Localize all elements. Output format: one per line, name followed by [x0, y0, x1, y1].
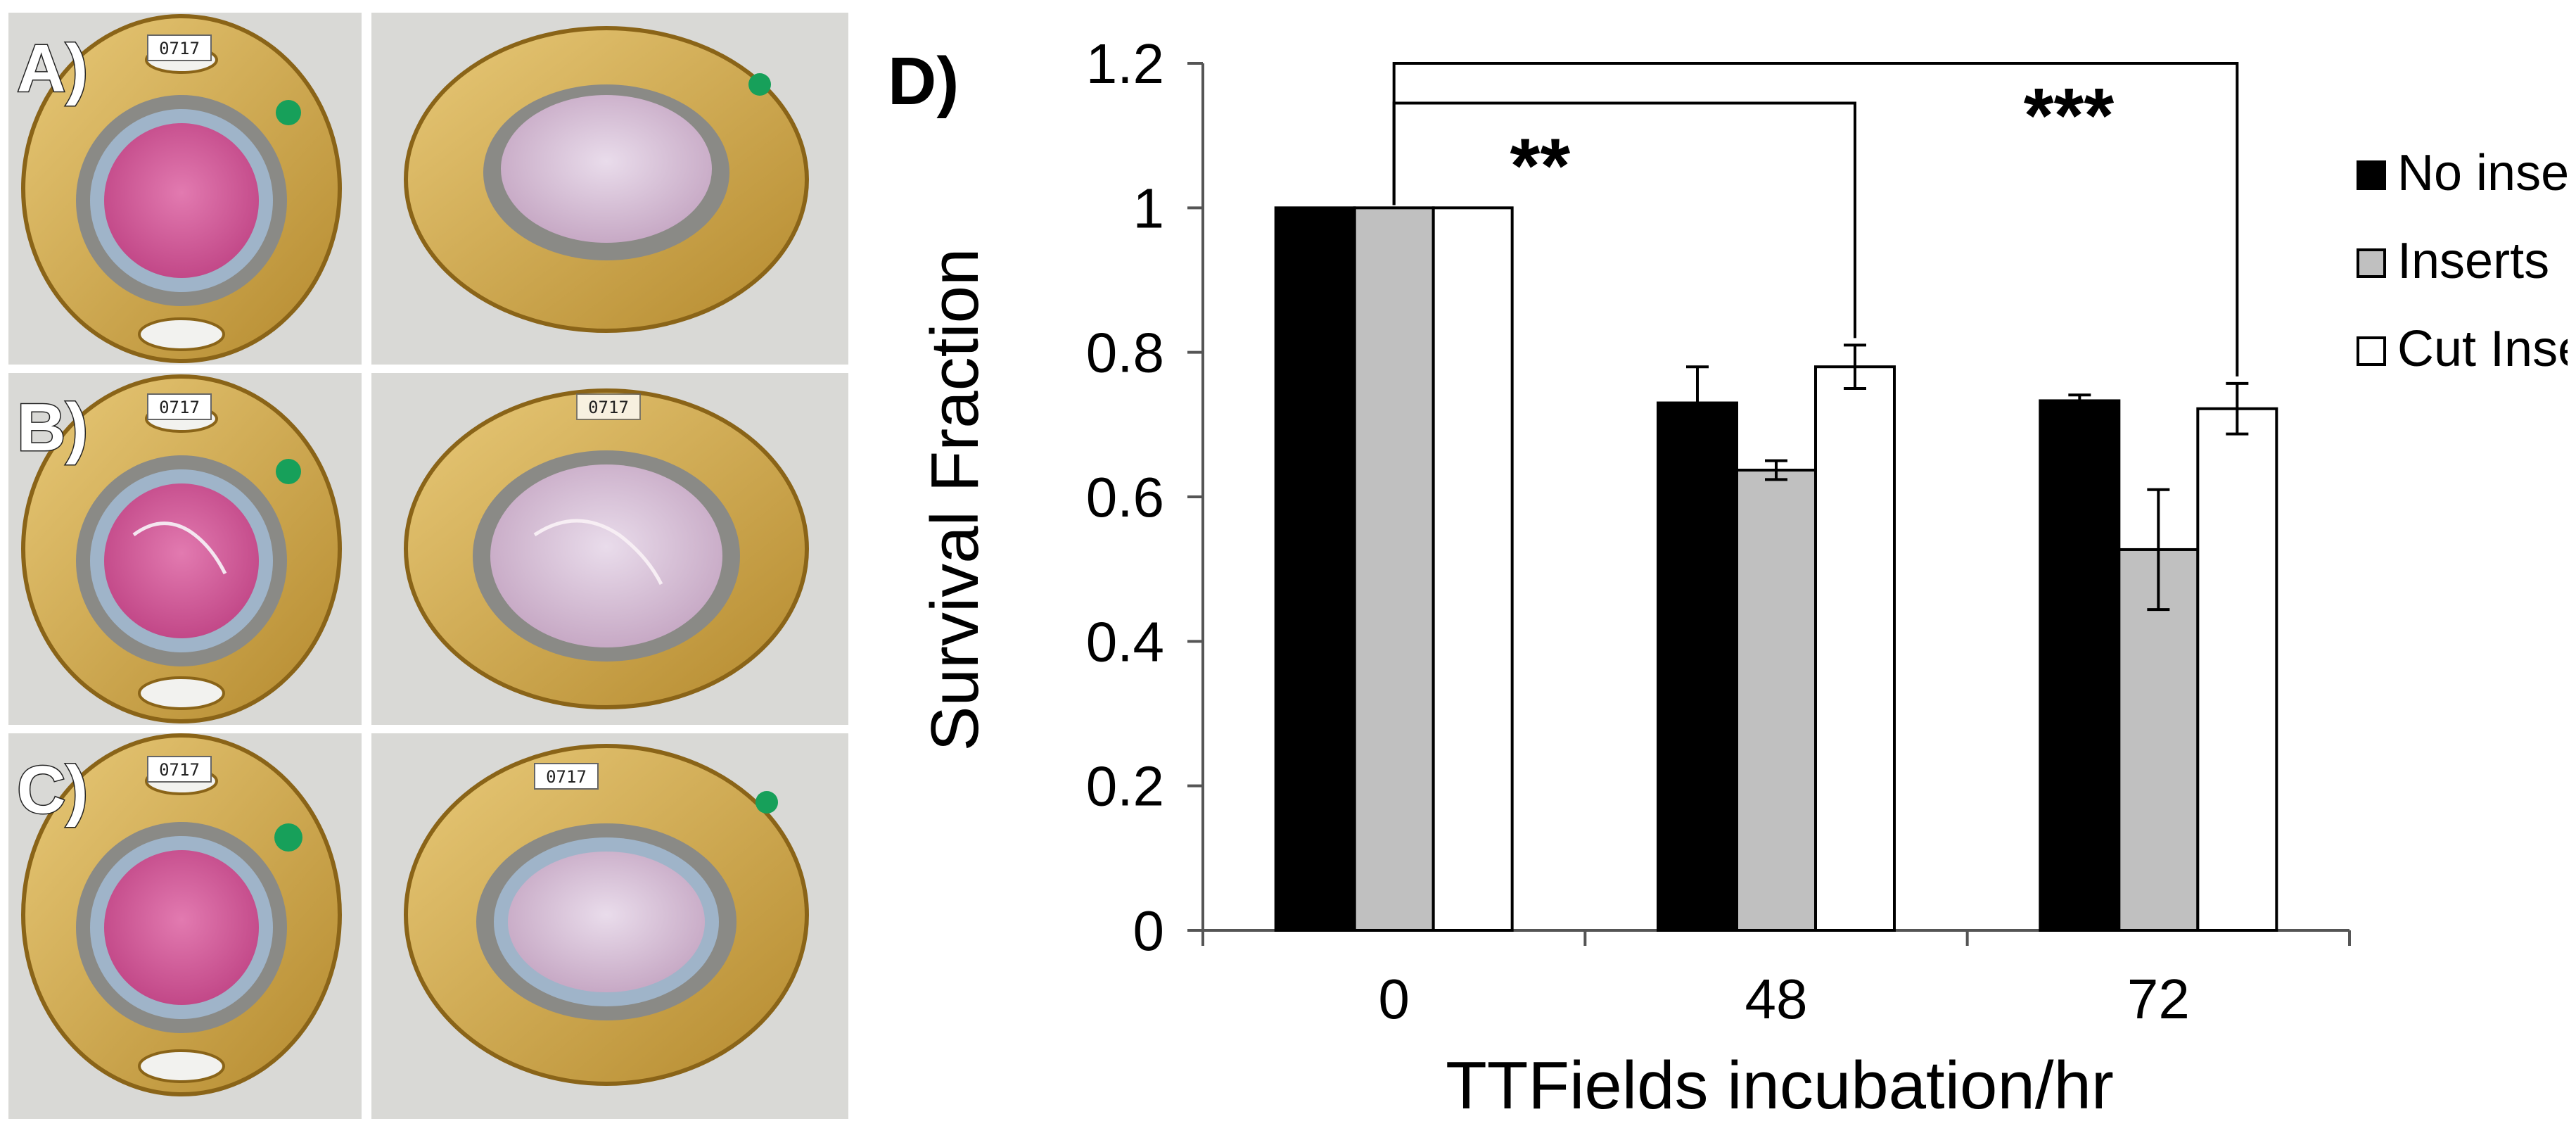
bar-inserts-48: [1735, 469, 1817, 932]
panel-label-b: B): [17, 390, 88, 465]
photo-row-a: 0717 A): [8, 13, 848, 365]
significance-brackets: *****: [1392, 62, 2239, 377]
bars: [1274, 206, 2278, 932]
photo-a-tag: 0717: [159, 39, 200, 58]
y-tick-label: 0.2: [1086, 755, 1164, 818]
green-dot-icon: [276, 100, 301, 125]
y-tick-label: 1.2: [1086, 32, 1164, 95]
y-tick-label: 0.6: [1086, 466, 1164, 529]
x-tick-label: 0: [1378, 968, 1410, 1030]
photo-c-right-tag: 0717: [546, 767, 587, 787]
y-tick-label: 0.4: [1086, 610, 1164, 673]
x-axis: 0 48 72: [1201, 929, 2351, 1030]
bar-chart: D) 00.20.40.60.811.2 0 48 72 ***** No inse…: [888, 32, 2568, 1123]
bar-cut-inserts-48: [1814, 365, 1896, 932]
panel-label-a: A): [17, 31, 88, 106]
legend-swatch-inserts: [2357, 248, 2386, 278]
bar-no-inserts-0: [1274, 206, 1356, 932]
significance-label: ***: [2024, 72, 2115, 159]
bar-inserts-0: [1353, 206, 1435, 932]
photo-row-b: 0717 0717 B): [8, 373, 848, 725]
photo-row-c: 0717 0717 C): [8, 733, 848, 1119]
bar-no-inserts-72: [2039, 399, 2121, 932]
photo-panels: 0717 A) 0717 0717 B): [8, 13, 848, 1119]
photo-c-tag: 0717: [159, 760, 200, 780]
legend-swatch-cut-inserts: [2357, 336, 2386, 366]
bar-no-inserts-48: [1657, 401, 1738, 932]
photo-b-tag: 0717: [159, 398, 200, 417]
bar-cut-inserts-72: [2196, 407, 2278, 932]
bar-inserts-72: [2117, 548, 2200, 932]
photo-b-right-tag: 0717: [588, 398, 629, 417]
legend-label: Cut Inserts: [2397, 321, 2568, 377]
panel-label-c: C): [17, 752, 88, 828]
y-axis-title: Survival Fraction: [917, 248, 993, 752]
significance-label: **: [1510, 123, 1571, 210]
y-axis: 0 0.2 0.4 0.6 0.8 1 1.2: [1086, 32, 1204, 962]
panel-label-d: D): [888, 44, 959, 119]
significance-bracket: [1392, 62, 2239, 377]
legend: No inserts Inserts Cut Inserts: [2357, 145, 2568, 377]
bar-cut-inserts-0: [1432, 206, 1514, 932]
error-bars: [1686, 343, 2249, 612]
legend-label: No inserts: [2397, 145, 2568, 201]
x-tick-label: 48: [1745, 968, 1808, 1030]
x-tick-label: 72: [2127, 968, 2190, 1030]
legend-swatch-no-inserts: [2357, 160, 2386, 190]
y-tick-label: 0.8: [1086, 322, 1164, 384]
y-tick-label: 1: [1133, 177, 1165, 239]
x-axis-title: TTFields incubation/hr: [1446, 1048, 2114, 1123]
y-tick-label: 0: [1133, 899, 1165, 962]
legend-label: Inserts: [2397, 233, 2549, 289]
